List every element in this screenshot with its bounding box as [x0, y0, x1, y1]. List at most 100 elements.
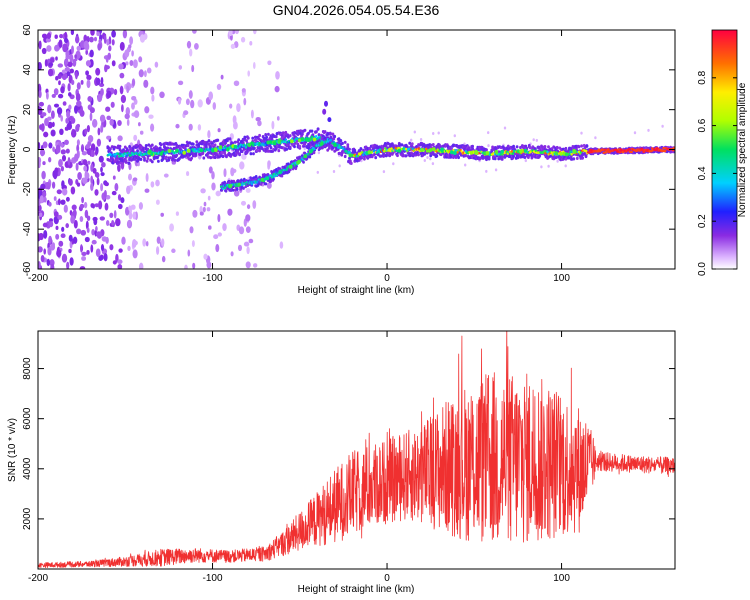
heatmap-cell [569, 150, 572, 153]
heatmap-cell [47, 121, 53, 129]
heatmap-cell [237, 244, 243, 252]
heatmap-cell [113, 88, 118, 96]
heatmap-cell [97, 127, 101, 136]
heatmap-cell [67, 156, 71, 166]
heatmap-cell [159, 91, 165, 99]
heatmap-cell [175, 211, 179, 216]
heatmap-cell [171, 248, 176, 254]
heatmap-cell [68, 234, 73, 242]
heatmap-cell [85, 144, 90, 150]
heatmap-cell [440, 147, 444, 152]
snr-y-ticks: 2000 4000 6000 8000 [22, 357, 675, 530]
heatmap-cell [57, 198, 61, 206]
heatmap-cell [188, 90, 193, 99]
colorbar-ticks: 0.0 0.2 0.4 0.6 0.8 [697, 70, 737, 276]
heatmap-cell [86, 124, 90, 133]
heatmap-cell [38, 200, 41, 206]
heatmap-cell [94, 189, 99, 196]
heatmap-cell [182, 150, 186, 155]
heatmap-cell [294, 141, 297, 145]
heatmap-cell [220, 150, 224, 154]
heatmap-cell [543, 149, 546, 153]
heatmap-cell [50, 110, 55, 119]
heatmap-cell [633, 131, 637, 135]
heatmap-cell [381, 146, 385, 150]
heatmap-cell [109, 244, 114, 251]
heatmap-cell [266, 182, 272, 189]
heatmap-cell [230, 43, 236, 50]
heatmap-cell [47, 104, 52, 114]
heatmap-cell [132, 240, 138, 246]
heatmap-cell [48, 62, 54, 67]
heatmap-cell [160, 212, 164, 217]
heatmap-cell [178, 145, 182, 149]
heatmap-cell [65, 196, 70, 202]
heatmap-cell [157, 159, 160, 163]
heatmap-cell [69, 68, 75, 74]
heatmap-cell [100, 76, 104, 85]
heatmap-cell [126, 85, 130, 94]
heatmap-cell [187, 249, 191, 257]
heatmap-cell [145, 241, 149, 247]
heatmap-cell [38, 101, 45, 107]
heatmap-cell [359, 147, 363, 151]
heatmap-cell [194, 43, 199, 50]
heatmap-cell [112, 260, 117, 265]
heatmap-cell [494, 168, 498, 172]
x-tick-label: -200 [28, 573, 48, 584]
heatmap-cell [245, 261, 251, 269]
heatmap-cell [547, 164, 550, 168]
heatmap-cell [87, 95, 93, 102]
heatmap-cell [48, 201, 52, 207]
heatmap-cell [397, 146, 401, 150]
heatmap-cell [94, 171, 100, 178]
heatmap-cell [63, 204, 68, 213]
y-tick-label: -40 [22, 222, 33, 237]
heatmap-cell [83, 34, 88, 43]
heatmap-cell [629, 150, 633, 154]
heatmap-cell [346, 145, 350, 149]
heatmap-cell [38, 62, 42, 71]
heatmap-cell [175, 148, 179, 153]
heatmap-cell [323, 130, 327, 134]
heatmap-cell [106, 135, 111, 140]
heatmap-cell [137, 161, 140, 167]
heatmap-cell [175, 123, 180, 129]
heatmap-cell [457, 155, 460, 160]
colorbar-tick-label: 0.8 [697, 70, 708, 84]
y-tick-label: 6000 [22, 407, 33, 430]
heatmap-cell [113, 145, 117, 149]
heatmap-cell [307, 131, 310, 135]
heatmap-cell [126, 118, 130, 127]
heatmap-cell [203, 253, 208, 260]
heatmap-cell [243, 135, 247, 139]
heatmap-cell [569, 147, 573, 151]
heatmap-cell [51, 93, 56, 98]
heatmap-cell [117, 203, 123, 210]
heatmap-cell [64, 31, 68, 39]
heatmap-cell [90, 182, 94, 191]
heatmap-cell [464, 154, 467, 158]
heatmap-cell [55, 225, 59, 231]
heatmap-cell [50, 263, 55, 269]
heatmap-cell [215, 152, 219, 157]
heatmap-cell [139, 130, 144, 135]
heatmap-cell [81, 151, 87, 156]
heatmap-cell [250, 109, 254, 119]
heatmap-cell [297, 138, 302, 143]
heatmap-cell [246, 149, 249, 153]
heatmap-cell [343, 154, 347, 159]
heatmap-cell [239, 143, 242, 147]
heatmap-cell [139, 34, 146, 43]
heatmap-cell [115, 218, 121, 227]
heatmap-cell [223, 151, 227, 155]
heatmap-cell [74, 71, 78, 80]
heatmap-cell [83, 201, 88, 209]
heatmap-cell [95, 248, 101, 258]
heatmap-cell [80, 79, 84, 85]
heatmap-cell [118, 248, 123, 253]
heatmap-cell [126, 185, 131, 195]
heatmap-cell [170, 151, 173, 155]
heatmap-cell [503, 126, 507, 130]
